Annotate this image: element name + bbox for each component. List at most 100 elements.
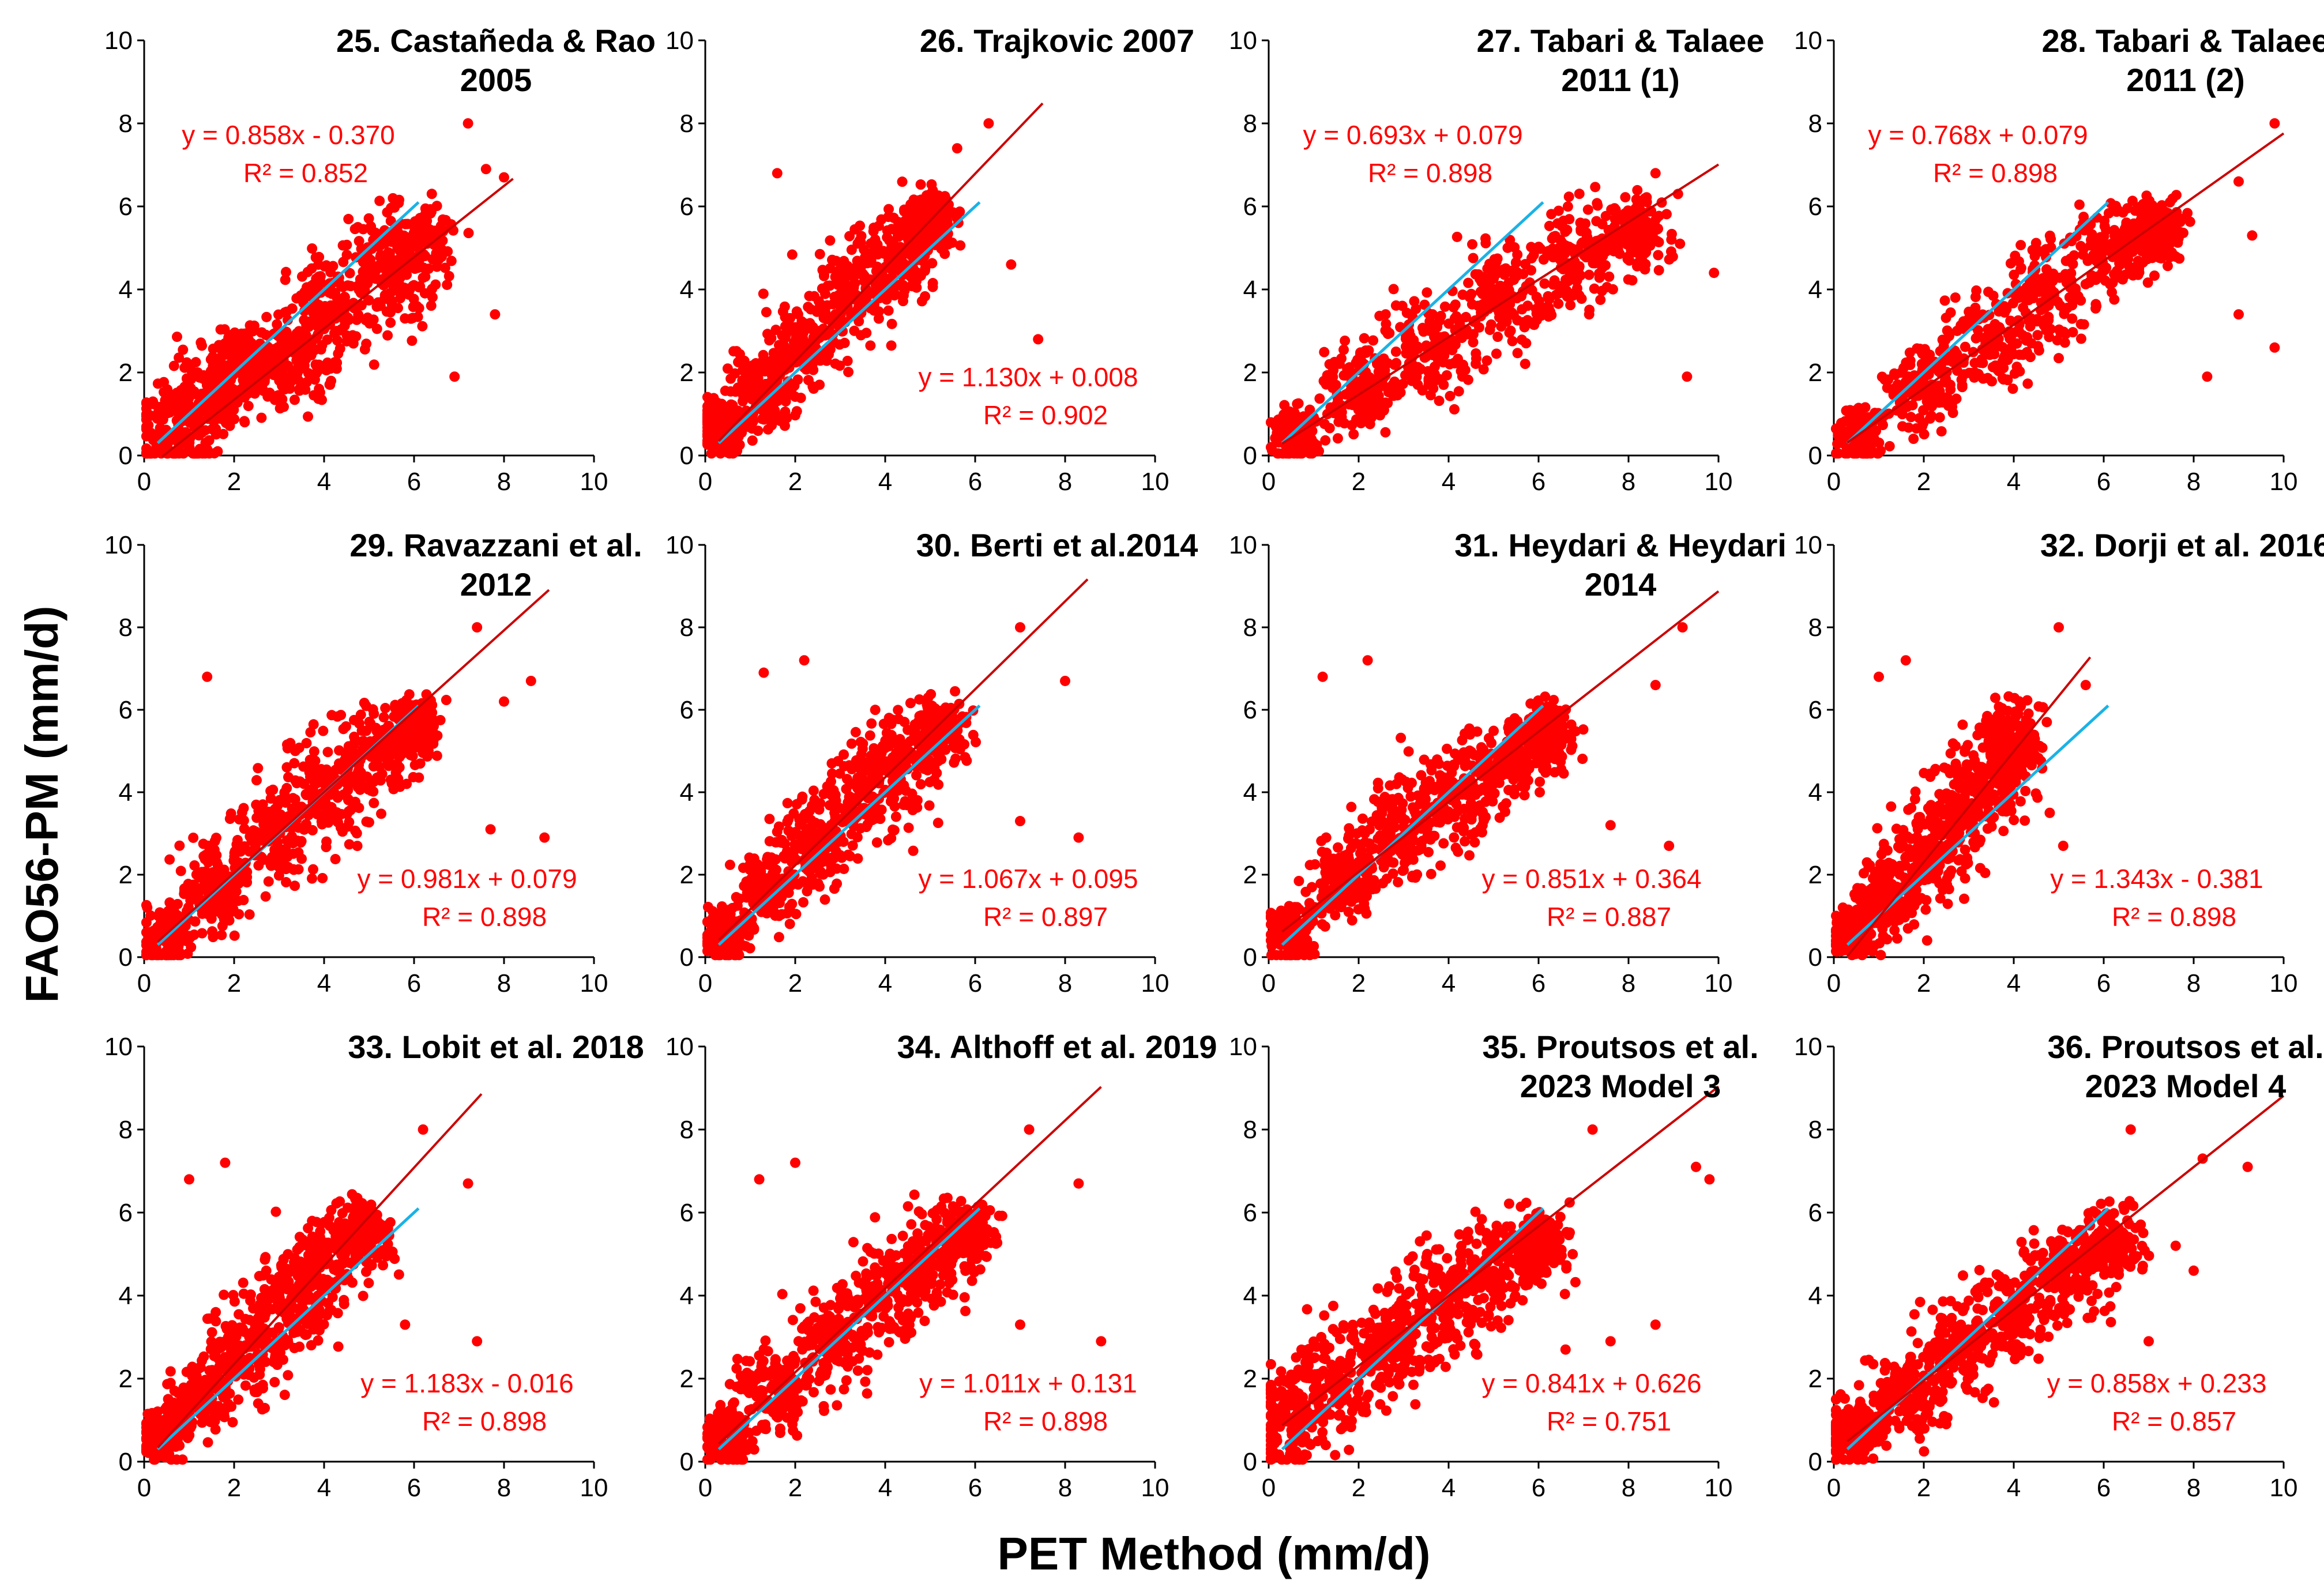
data-point (1359, 333, 1370, 344)
data-point (1505, 308, 1516, 319)
data-point (399, 283, 410, 293)
data-point (341, 808, 352, 819)
data-point (236, 345, 247, 356)
data-point (1487, 285, 1498, 296)
data-point (272, 319, 283, 330)
data-point (839, 337, 850, 348)
data-point (1957, 379, 1968, 390)
data-point (427, 292, 438, 303)
data-point (891, 264, 902, 275)
data-point (1521, 338, 1532, 349)
data-point (766, 420, 777, 431)
data-point (865, 340, 876, 351)
data-point (889, 289, 900, 300)
data-point (314, 299, 325, 310)
data-point (264, 823, 274, 834)
data-point (927, 278, 938, 289)
data-point (263, 876, 274, 887)
data-point (710, 950, 721, 961)
data-point (408, 241, 419, 252)
data-point (1852, 419, 1863, 430)
data-point (1552, 218, 1563, 229)
data-point (842, 355, 853, 366)
data-point (361, 816, 372, 827)
data-point (813, 878, 823, 889)
data-point (815, 868, 826, 879)
data-point (337, 826, 348, 837)
data-point (268, 784, 279, 795)
data-point (400, 219, 411, 229)
data-point (293, 847, 304, 858)
data-point (400, 313, 411, 324)
x-tick-label: 6 (407, 468, 421, 496)
data-point (380, 703, 391, 714)
data-point (2032, 330, 2043, 341)
x-tick-label: 6 (2097, 468, 2111, 496)
data-point (214, 360, 225, 371)
data-point (304, 754, 315, 765)
data-point (334, 343, 345, 354)
data-point (1319, 419, 1330, 430)
data-point (747, 874, 758, 885)
data-point (1434, 396, 1445, 406)
data-point (1383, 387, 1394, 398)
data-point (354, 284, 364, 295)
data-point (1936, 426, 1947, 437)
data-point (317, 872, 328, 883)
data-point (2033, 279, 2044, 290)
data-point (787, 249, 798, 260)
data-point (828, 318, 838, 329)
data-point (1859, 439, 1870, 450)
data-point (354, 236, 364, 247)
data-point (244, 909, 255, 920)
data-point (218, 428, 229, 439)
data-point (282, 743, 293, 754)
data-point (747, 435, 758, 446)
data-point (207, 351, 218, 362)
data-point (238, 815, 249, 826)
data-point (1531, 292, 1542, 303)
data-point (920, 291, 931, 302)
data-point (1400, 370, 1411, 381)
data-point (408, 771, 419, 782)
data-point (194, 443, 205, 454)
data-point (363, 213, 374, 224)
data-point (1438, 379, 1449, 390)
data-point (1384, 328, 1395, 338)
data-point (2070, 283, 2081, 294)
regression-equation: y = 0.858x - 0.370 (182, 120, 395, 150)
data-point (1875, 445, 1886, 456)
data-point (446, 255, 457, 266)
data-point (330, 853, 341, 864)
data-point (256, 412, 267, 423)
outlier-point (1682, 371, 1693, 382)
y-tick-label: 2 (1243, 359, 1257, 387)
x-tick-label: 10 (580, 969, 608, 998)
data-point (239, 370, 250, 381)
data-point (710, 412, 721, 423)
data-point (1529, 319, 1540, 330)
data-point (1340, 335, 1351, 346)
data-point (764, 335, 775, 346)
data-point (1520, 359, 1530, 370)
x-tick-label: 4 (317, 969, 331, 998)
data-point (371, 323, 382, 334)
data-point (172, 332, 183, 342)
data-point (441, 695, 452, 706)
y-tick-label: 6 (119, 193, 133, 221)
data-point (385, 307, 396, 318)
data-point (2014, 366, 2025, 377)
data-point (798, 337, 809, 348)
data-point (243, 335, 254, 346)
data-point (734, 950, 744, 961)
outlier-point (462, 118, 473, 129)
data-point (2015, 240, 2026, 251)
data-point (2011, 338, 2022, 349)
data-point (771, 864, 782, 875)
data-point (1959, 369, 1970, 380)
data-point (2167, 247, 2178, 258)
data-point (740, 940, 751, 951)
x-tick-label: 8 (2187, 468, 2201, 496)
data-point (1563, 191, 1574, 202)
data-point (1292, 398, 1303, 409)
